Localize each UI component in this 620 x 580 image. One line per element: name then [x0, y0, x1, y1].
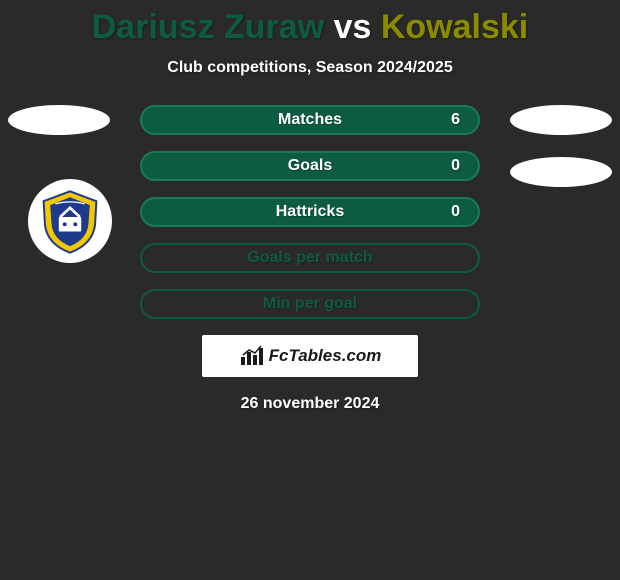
stat-value: 6	[451, 111, 460, 129]
stat-value: 0	[451, 157, 460, 175]
stat-row: Min per goal	[140, 289, 480, 319]
date: 26 november 2024	[0, 395, 620, 413]
stat-row: Hattricks 0	[140, 197, 480, 227]
stat-label: Min per goal	[263, 295, 357, 313]
stat-label: Goals	[288, 157, 332, 175]
title-player2: Kowalski	[381, 8, 528, 46]
player2-oval-2	[510, 157, 612, 187]
player1-oval	[8, 105, 110, 135]
fctables-logo: FcTables.com	[202, 335, 418, 377]
stat-row: Goals 0	[140, 151, 480, 181]
stat-label: Hattricks	[276, 203, 344, 221]
stat-row: Goals per match	[140, 243, 480, 273]
bars-icon	[239, 345, 265, 367]
page-title: Dariusz Zuraw vs Kowalski	[0, 0, 620, 47]
title-player1: Dariusz Zuraw	[92, 8, 324, 46]
stat-label: Goals per match	[247, 249, 372, 267]
stat-value: 0	[451, 203, 460, 221]
player2-oval-1	[510, 105, 612, 135]
subtitle: Club competitions, Season 2024/2025	[0, 59, 620, 77]
stat-label: Matches	[278, 111, 342, 129]
club-badge	[28, 179, 112, 263]
logo-text: FcTables.com	[269, 346, 382, 366]
stat-row: Matches 6	[140, 105, 480, 135]
stats-area: Matches 6 Goals 0 Hattricks 0 Goals per match M…	[0, 105, 620, 319]
club-badge-icon	[37, 188, 103, 254]
title-vs: vs	[324, 8, 381, 46]
